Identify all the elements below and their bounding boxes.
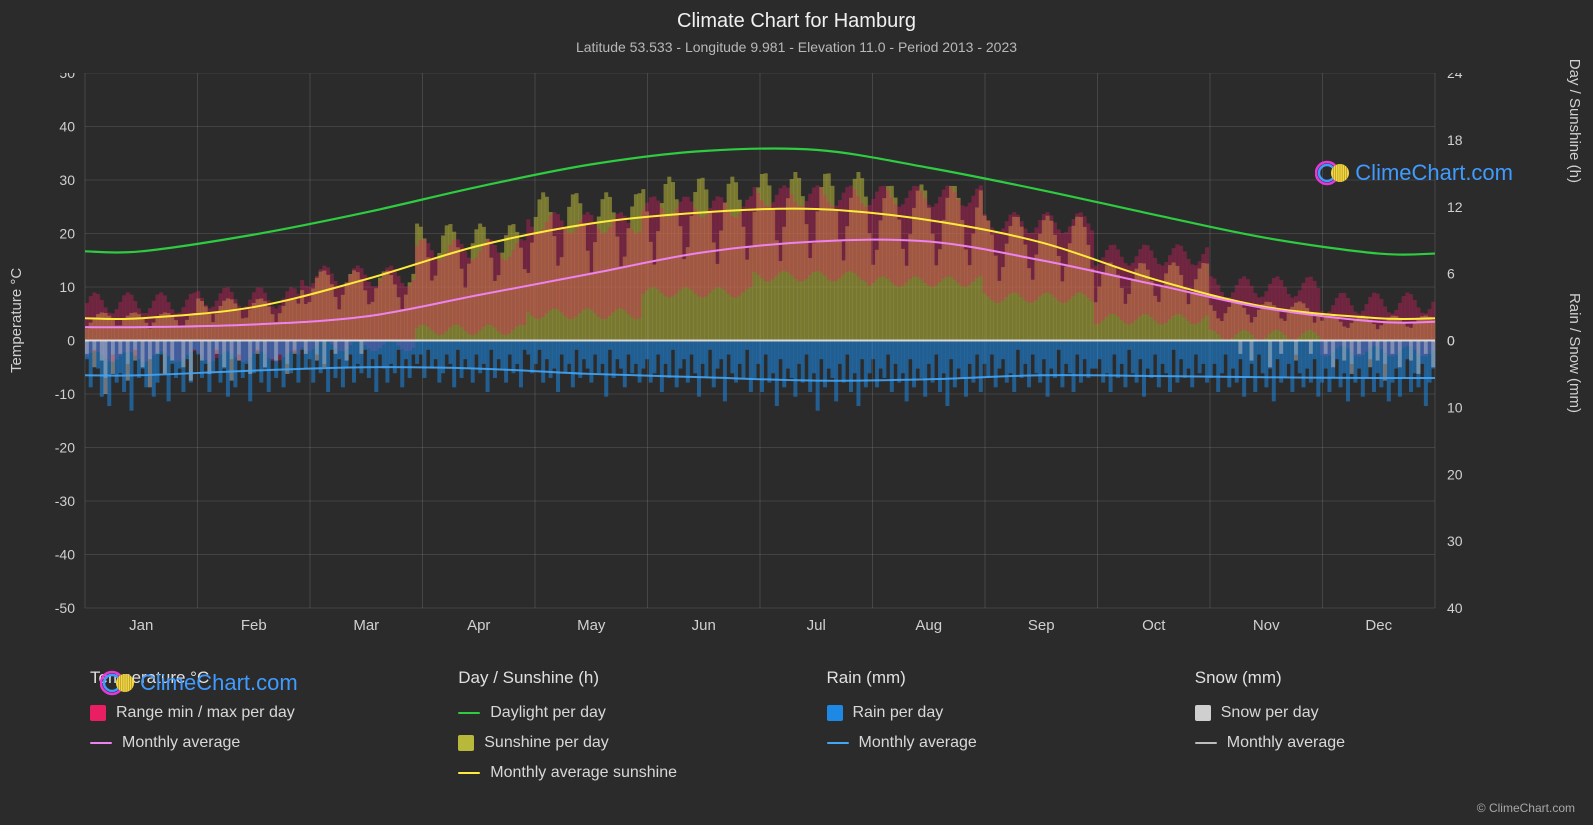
legend-item: Monthly average sunshine	[458, 764, 786, 782]
legend-item: Sunshine per day	[458, 734, 786, 752]
svg-text:Jun: Jun	[692, 617, 716, 634]
svg-text:18: 18	[1447, 132, 1463, 148]
legend-label: Rain per day	[853, 704, 944, 722]
legend-label: Snow per day	[1221, 704, 1319, 722]
svg-text:30: 30	[59, 172, 75, 188]
legend-item: Rain per day	[827, 704, 1155, 722]
svg-text:Mar: Mar	[353, 617, 379, 634]
legend-col-snow: Snow (mm) Snow per day Monthly average	[1195, 668, 1523, 782]
legend-label: Monthly average sunshine	[490, 764, 677, 782]
svg-text:Apr: Apr	[467, 617, 490, 634]
svg-text:Nov: Nov	[1253, 617, 1280, 634]
legend-header: Day / Sunshine (h)	[458, 668, 786, 688]
svg-text:Jan: Jan	[129, 617, 153, 634]
legend-item: Monthly average	[90, 734, 418, 752]
svg-text:-40: -40	[55, 547, 75, 563]
legend-swatch-icon	[90, 705, 106, 721]
svg-text:Feb: Feb	[241, 617, 267, 634]
legend-label: Monthly average	[1227, 734, 1345, 752]
legend-label: Monthly average	[122, 734, 240, 752]
svg-text:Sep: Sep	[1028, 617, 1055, 634]
svg-text:May: May	[577, 617, 606, 634]
svg-text:24: 24	[1447, 73, 1463, 81]
svg-text:-10: -10	[55, 386, 75, 402]
svg-text:Aug: Aug	[915, 617, 942, 634]
legend-line-icon	[458, 712, 480, 714]
y-axis-left-label: Temperature °C	[8, 268, 25, 373]
svg-text:12: 12	[1447, 199, 1463, 215]
legend-line-icon	[90, 742, 112, 744]
legend-header: Rain (mm)	[827, 668, 1155, 688]
chart-subtitle: Latitude 53.533 - Longitude 9.981 - Elev…	[0, 33, 1593, 55]
legend-line-icon	[1195, 742, 1217, 744]
y-axis-right-bot-label: Rain / Snow (mm)	[1566, 293, 1583, 413]
legend-line-icon	[458, 772, 480, 774]
y-axis-right-top-label: Day / Sunshine (h)	[1566, 59, 1583, 183]
svg-text:-30: -30	[55, 493, 75, 509]
legend-label: Daylight per day	[490, 704, 606, 722]
svg-text:Jul: Jul	[807, 617, 826, 634]
legend-item: Monthly average	[827, 734, 1155, 752]
svg-text:Oct: Oct	[1142, 617, 1166, 634]
legend-col-rain: Rain (mm) Rain per day Monthly average	[827, 668, 1155, 782]
legend-swatch-icon	[1195, 705, 1211, 721]
chart-area: Temperature °C Day / Sunshine (h) Rain /…	[0, 73, 1593, 648]
legend-item: Snow per day	[1195, 704, 1523, 722]
legend-col-day: Day / Sunshine (h) Daylight per day Sunsh…	[458, 668, 786, 782]
svg-text:20: 20	[1447, 466, 1463, 482]
svg-text:-50: -50	[55, 600, 75, 616]
legend-label: Sunshine per day	[484, 734, 609, 752]
chart-svg: 50403020100-10-20-30-40-5024181260010203…	[0, 73, 1520, 648]
legend-col-temp: Temperature °C Range min / max per day Mo…	[90, 668, 418, 782]
svg-text:Dec: Dec	[1365, 617, 1392, 634]
copyright: © ClimeChart.com	[1477, 801, 1575, 815]
svg-text:10: 10	[1447, 399, 1463, 415]
legend: Temperature °C Range min / max per day Mo…	[0, 648, 1593, 782]
svg-text:50: 50	[59, 73, 75, 81]
legend-line-icon	[827, 742, 849, 744]
svg-text:30: 30	[1447, 533, 1463, 549]
svg-text:-20: -20	[55, 440, 75, 456]
legend-swatch-icon	[458, 735, 474, 751]
legend-item: Monthly average	[1195, 734, 1523, 752]
legend-item: Range min / max per day	[90, 704, 418, 722]
svg-text:10: 10	[59, 279, 75, 295]
legend-label: Range min / max per day	[116, 704, 295, 722]
svg-text:0: 0	[67, 333, 75, 349]
legend-header: Temperature °C	[90, 668, 418, 688]
svg-text:6: 6	[1447, 266, 1455, 282]
svg-text:40: 40	[59, 119, 75, 135]
legend-label: Monthly average	[859, 734, 977, 752]
legend-item: Daylight per day	[458, 704, 786, 722]
svg-text:20: 20	[59, 226, 75, 242]
svg-text:0: 0	[1447, 333, 1455, 349]
legend-swatch-icon	[827, 705, 843, 721]
svg-text:40: 40	[1447, 600, 1463, 616]
legend-header: Snow (mm)	[1195, 668, 1523, 688]
chart-title: Climate Chart for Hamburg	[0, 0, 1593, 33]
